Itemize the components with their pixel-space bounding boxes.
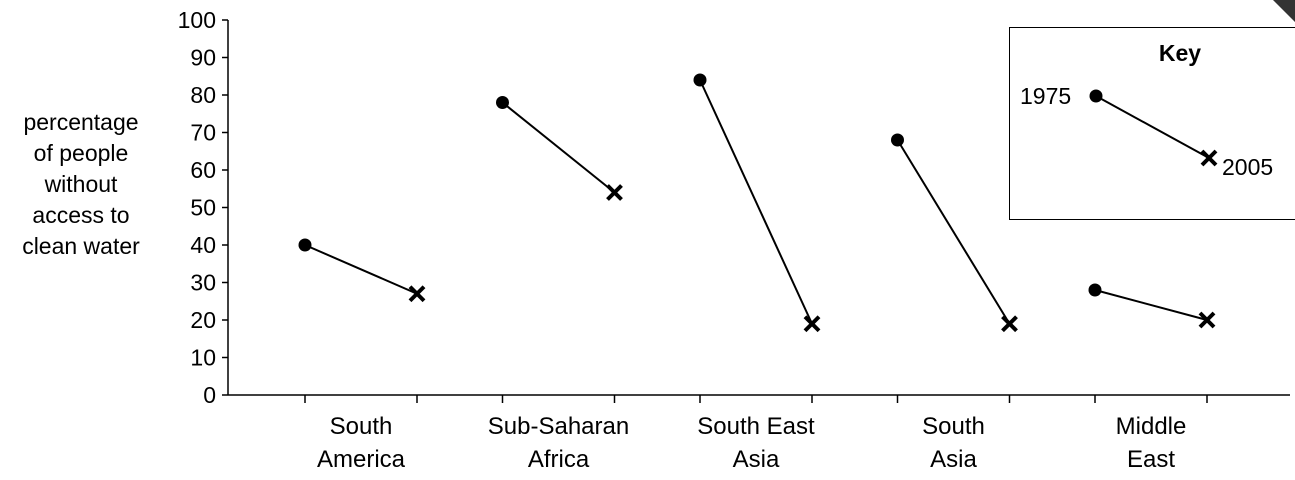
y-tick-label: 90 — [190, 45, 216, 71]
legend-line — [1095, 95, 1210, 159]
chart-marks — [298, 73, 1216, 333]
point-1975 — [1088, 283, 1102, 297]
legend-key: Key 1975 2005 — [1009, 27, 1295, 220]
y-tick-label: 80 — [190, 82, 216, 108]
y-tick-label: 100 — [178, 7, 216, 33]
y-tick-label: 10 — [190, 345, 216, 371]
change-line — [1094, 289, 1208, 321]
axes: 0 10 20 30 40 50 60 70 80 90 100 — [178, 7, 1290, 408]
y-tick-label: 40 — [190, 232, 216, 258]
legend-graphic — [1089, 89, 1218, 167]
x-tick-label: Sub-Saharan Africa — [487, 413, 630, 473]
point-2005 — [1001, 315, 1018, 333]
point-1975 — [298, 238, 312, 252]
y-tick-label: 50 — [190, 195, 216, 221]
point-1975 — [891, 133, 904, 147]
y-tick-label: 0 — [203, 382, 216, 408]
x-tick-label: South Asia — [922, 413, 985, 473]
point-1975 — [693, 73, 707, 87]
legend-title: Key — [1158, 40, 1202, 66]
change-line — [896, 139, 1011, 325]
point-2005 — [606, 184, 623, 201]
change-line — [304, 244, 418, 295]
legend-label-1975: 1975 — [1020, 83, 1072, 109]
point-2005 — [1198, 311, 1216, 329]
point-2005 — [408, 285, 426, 303]
point-1975 — [496, 96, 509, 109]
y-tick-label: 30 — [190, 270, 216, 296]
x-tick-label: Middle East — [1115, 413, 1187, 473]
x-tick-label: South America — [316, 413, 406, 473]
x-tick-label: South East Asia — [697, 413, 815, 473]
y-tick-label: 60 — [190, 157, 216, 183]
legend-label-2005: 2005 — [1222, 154, 1274, 180]
change-line — [699, 79, 813, 325]
y-tick-label: 70 — [190, 120, 216, 146]
legend-2005-marker — [1200, 149, 1218, 167]
point-2005 — [803, 315, 821, 333]
change-line — [501, 101, 616, 194]
y-tick-label: 20 — [190, 307, 216, 333]
legend-1975-marker — [1089, 89, 1103, 103]
corner-mark — [1273, 0, 1295, 22]
y-axis-label: percentage of people without access to c… — [22, 109, 140, 259]
